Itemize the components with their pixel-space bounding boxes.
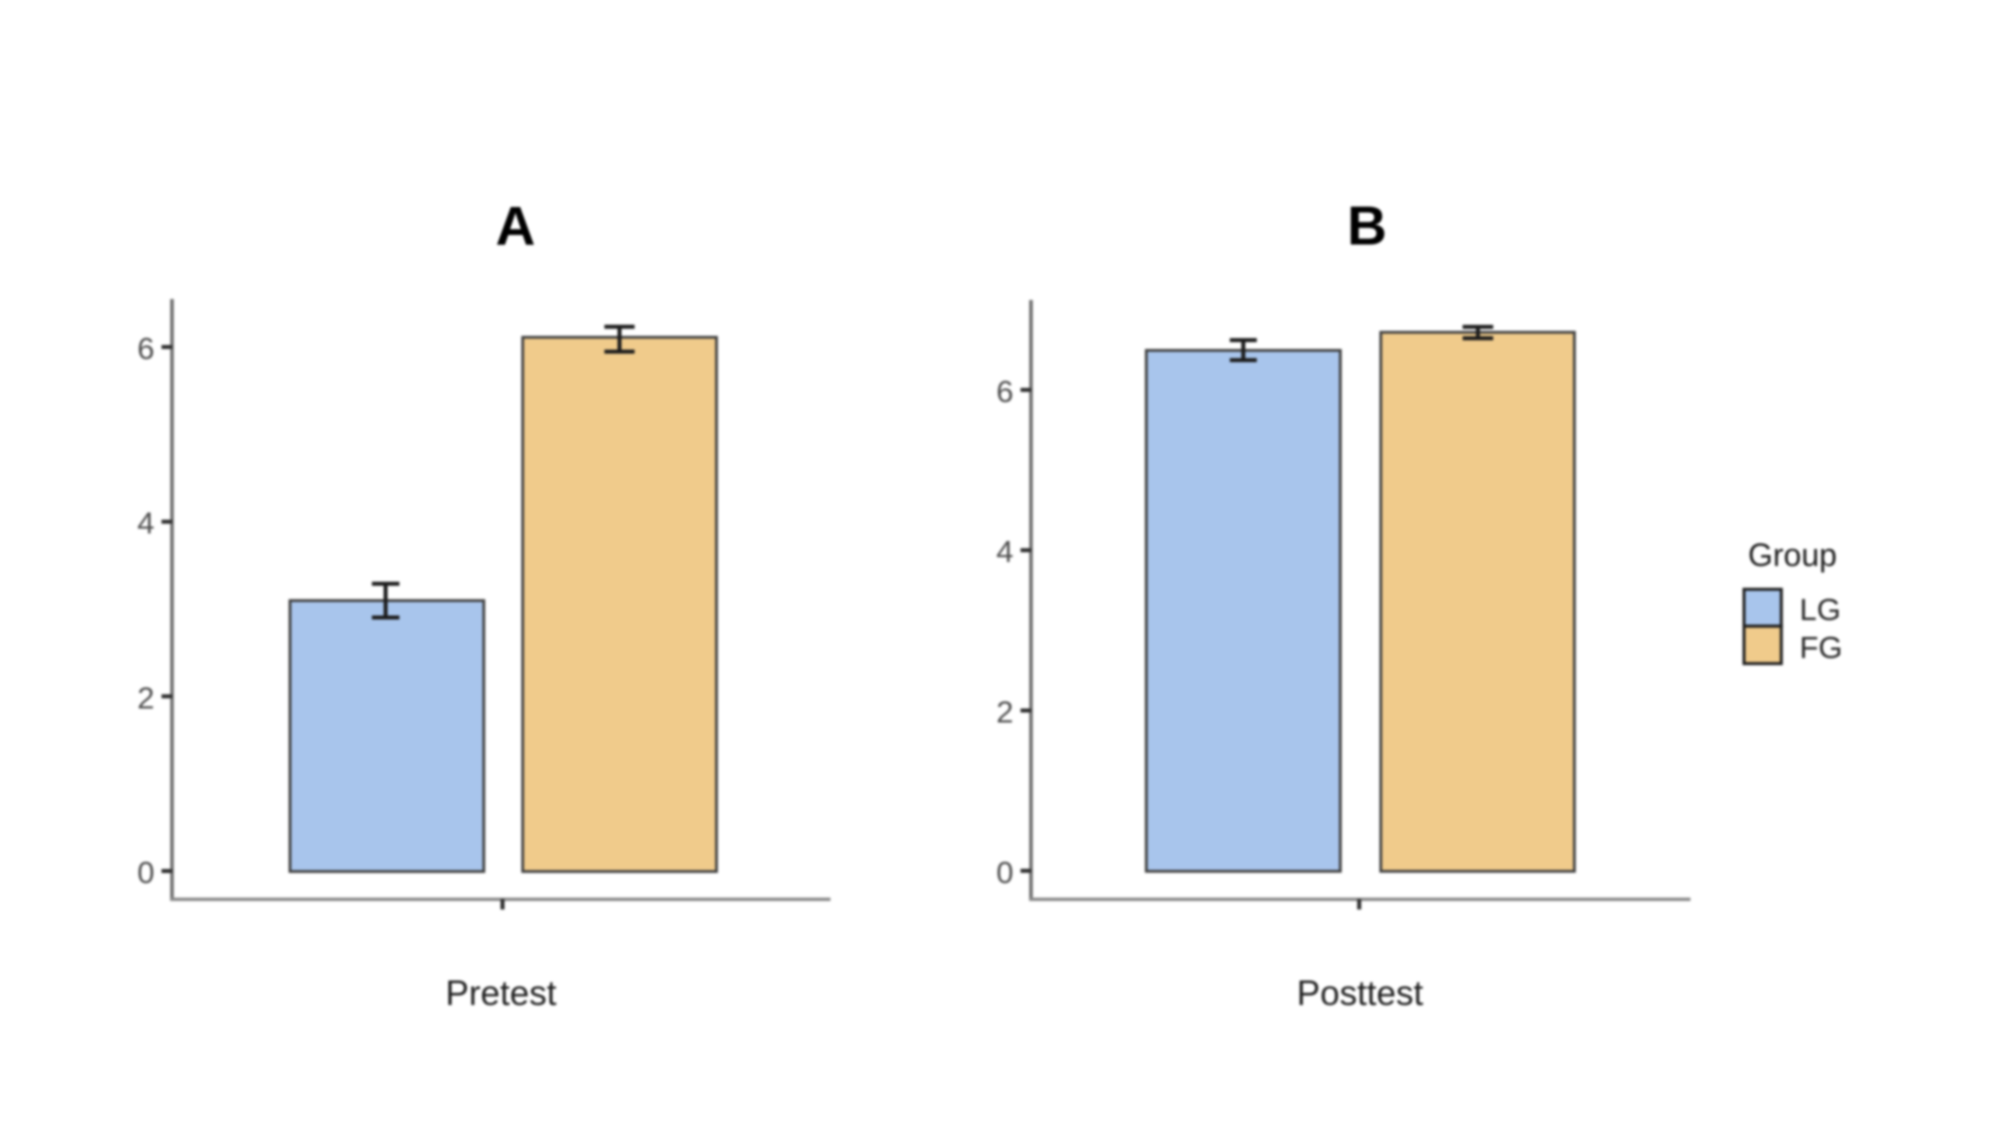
svg-text:Pretest: Pretest xyxy=(446,974,557,1013)
svg-text:2: 2 xyxy=(996,695,1013,730)
svg-text:B: B xyxy=(1347,195,1387,257)
svg-text:0: 0 xyxy=(137,855,154,890)
svg-text:6: 6 xyxy=(996,374,1013,409)
svg-text:0: 0 xyxy=(996,855,1013,890)
svg-text:4: 4 xyxy=(996,534,1013,569)
svg-text:Posttest: Posttest xyxy=(1297,974,1424,1013)
svg-text:Group: Group xyxy=(1748,537,1837,573)
svg-text:4: 4 xyxy=(137,506,154,541)
svg-text:6: 6 xyxy=(137,331,154,366)
svg-text:FG: FG xyxy=(1800,630,1843,665)
svg-text:2: 2 xyxy=(137,680,154,715)
svg-text:A: A xyxy=(496,195,536,257)
svg-text:LG: LG xyxy=(1800,592,1841,627)
